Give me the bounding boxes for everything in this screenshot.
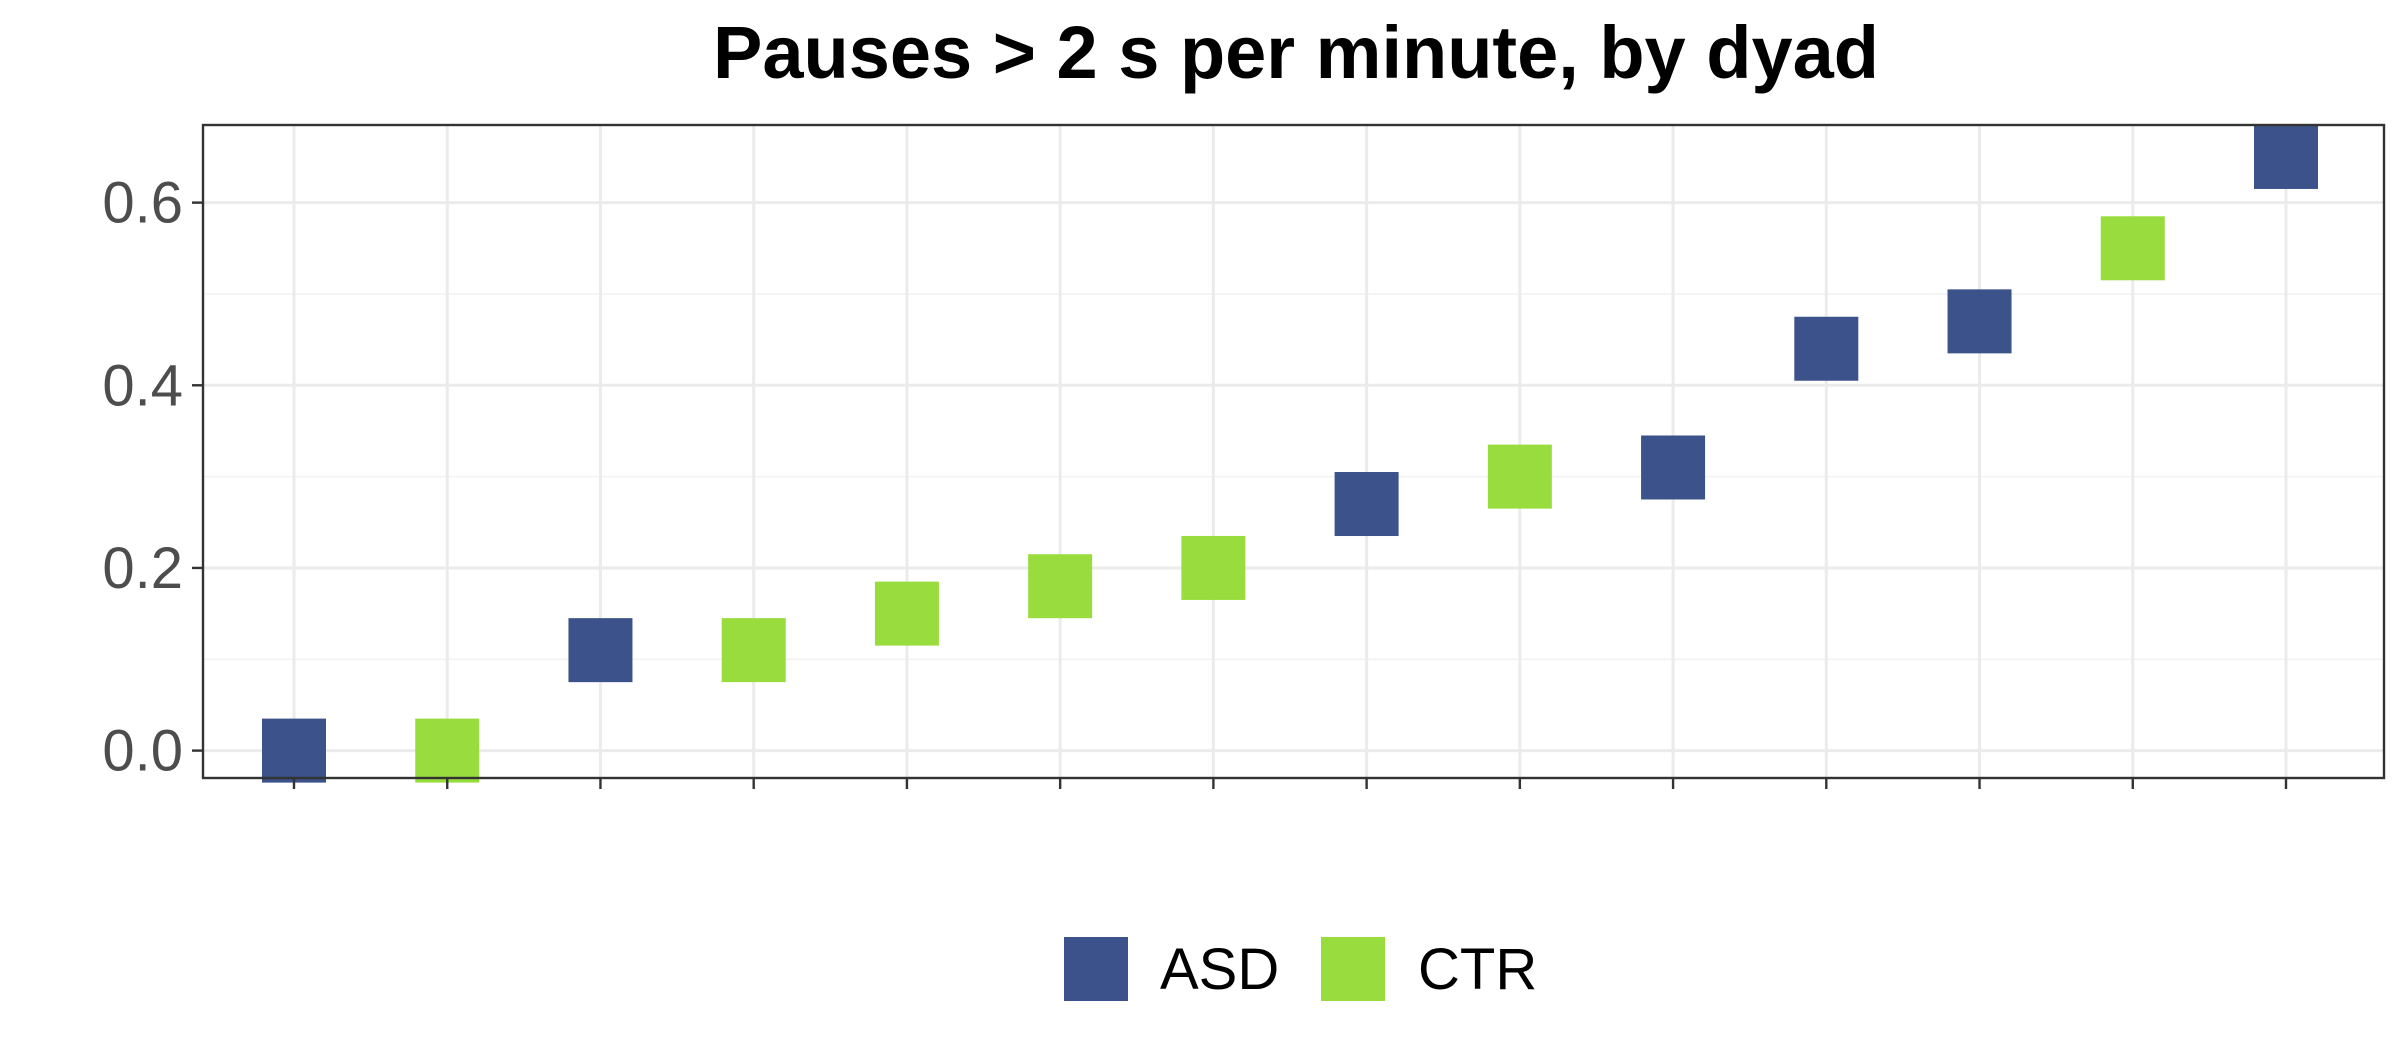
data-point-ctr-5 xyxy=(874,581,939,646)
data-points xyxy=(262,124,2318,783)
y-tick-label: 0.6 xyxy=(102,171,183,236)
data-point-ctr-6 xyxy=(1028,554,1093,619)
data-point-ctr-7 xyxy=(1181,535,1246,600)
legend-key-ctr xyxy=(1321,937,1385,1001)
axes: 0.0 0.2 0.4 0.6 xyxy=(102,171,2288,789)
data-point-ctr-13 xyxy=(2100,216,2165,281)
data-point-ctr-9 xyxy=(1487,444,1552,509)
data-point-asd-10 xyxy=(1641,435,1706,500)
legend-label-asd: ASD xyxy=(1160,937,1279,1002)
y-tick-label: 0.4 xyxy=(102,353,183,418)
data-point-ctr-4 xyxy=(721,618,786,683)
legend-label-ctr: CTR xyxy=(1418,937,1537,1002)
plot-panel-border xyxy=(201,123,2386,780)
data-point-asd-12 xyxy=(1947,289,2012,354)
data-point-asd-11 xyxy=(1794,316,1859,381)
y-tick-label: 0.2 xyxy=(102,536,183,601)
chart-title: Pauses > 2 s per minute, by dyad xyxy=(713,11,1879,94)
grid xyxy=(203,125,2384,778)
legend: ASD CTR xyxy=(1064,937,1537,1002)
legend-key-asd xyxy=(1064,937,1128,1001)
data-point-asd-14 xyxy=(2254,124,2318,189)
data-point-asd-8 xyxy=(1334,472,1399,537)
data-point-asd-3 xyxy=(568,618,633,683)
data-point-asd-1 xyxy=(262,718,326,783)
data-point-ctr-2 xyxy=(415,718,480,783)
y-tick-label: 0.0 xyxy=(102,719,183,784)
